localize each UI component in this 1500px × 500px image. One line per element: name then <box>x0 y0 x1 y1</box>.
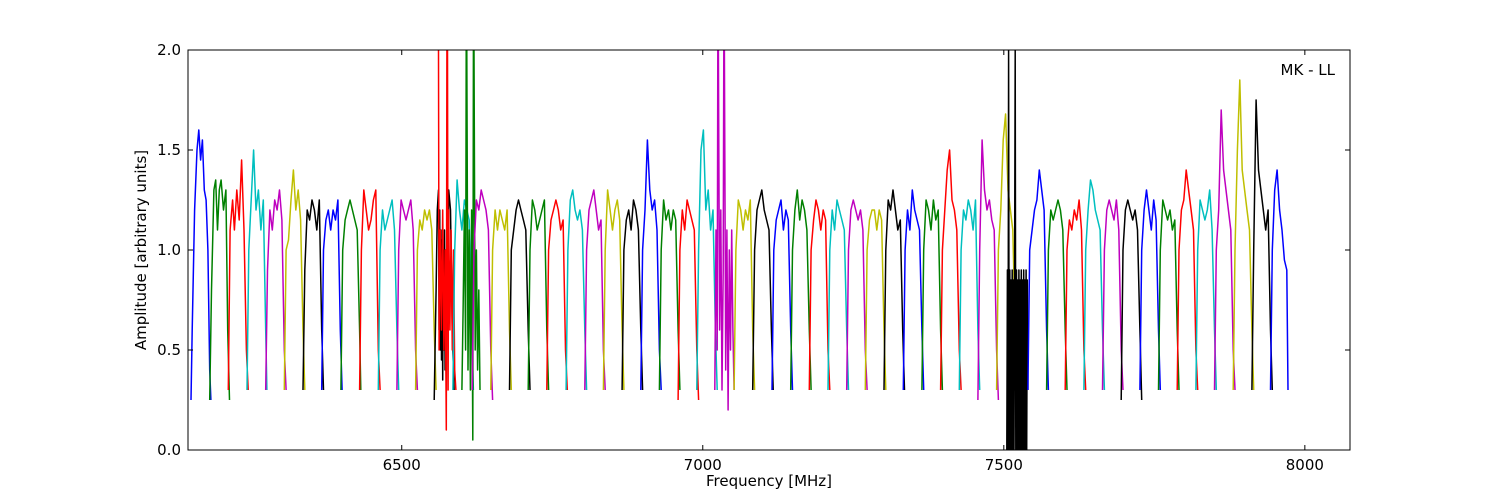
channel-line-42 <box>921 199 944 391</box>
x-tick-label: 7000 <box>684 456 722 474</box>
channel-line-56 <box>1176 169 1199 391</box>
channel-line-38 <box>845 199 868 391</box>
channel-line-61 <box>1269 169 1289 391</box>
channel-line-16 <box>452 179 475 391</box>
channel-line-18 <box>471 189 494 401</box>
x-axis-label: Frequency [MHz] <box>706 472 832 490</box>
spectrum-series <box>190 50 1289 450</box>
channel-line-55 <box>1157 199 1180 391</box>
channel-line-47 <box>1006 50 1029 450</box>
channel-line-10 <box>358 189 381 391</box>
channel-line-49 <box>1045 199 1068 391</box>
channel-line-39 <box>864 209 887 391</box>
channel-line-13 <box>414 209 437 391</box>
channel-line-44 <box>958 199 981 391</box>
channel-line-52 <box>1101 199 1124 391</box>
channel-line-24 <box>584 189 606 391</box>
channel-line-27 <box>640 139 662 391</box>
channel-line-53 <box>1120 199 1143 401</box>
channel-line-21 <box>527 199 550 391</box>
channel-line-22 <box>546 199 569 391</box>
channel-line-34 <box>771 199 794 391</box>
channel-line-54 <box>1139 189 1162 391</box>
channel-line-3 <box>227 159 249 391</box>
channel-line-29 <box>677 199 700 401</box>
channel-line-4 <box>246 149 268 391</box>
channel-line-50 <box>1064 199 1087 391</box>
channel-line-45 <box>977 139 1000 401</box>
channel-line-17 <box>461 50 481 441</box>
channel-line-60 <box>1251 99 1274 391</box>
channel-line-59 <box>1232 79 1255 391</box>
x-tick-label: 8000 <box>1286 456 1324 474</box>
channel-line-32 <box>733 199 756 391</box>
channel-line-43 <box>939 149 962 391</box>
channel-line-19 <box>490 209 513 391</box>
channel-line-1 <box>190 129 212 401</box>
channel-line-7 <box>302 199 325 391</box>
channel-line-25 <box>602 189 625 391</box>
channel-line-37 <box>827 199 850 391</box>
y-tick-label: 0.5 <box>157 341 181 359</box>
channel-line-20 <box>508 199 531 391</box>
y-tick-label: 2.0 <box>157 41 181 59</box>
channel-line-28 <box>658 199 681 391</box>
channel-line-36 <box>808 199 831 391</box>
channel-line-26 <box>621 199 644 391</box>
channel-line-30 <box>696 129 718 391</box>
channel-line-23 <box>565 189 588 391</box>
channel-line-51 <box>1083 179 1106 391</box>
channel-line-8 <box>320 199 343 391</box>
y-tick-label: 0.0 <box>157 441 181 459</box>
channel-line-35 <box>789 189 812 391</box>
channel-line-48 <box>1027 169 1050 391</box>
y-tick-label: 1.5 <box>157 141 181 159</box>
channel-line-40 <box>883 189 906 391</box>
channel-line-58 <box>1213 109 1236 391</box>
channel-line-6 <box>283 169 306 391</box>
x-tick-label: 7500 <box>985 456 1023 474</box>
channel-line-11 <box>377 199 400 391</box>
channel-line-33 <box>751 189 774 391</box>
channel-line-2 <box>208 179 231 401</box>
channel-line-41 <box>902 189 925 391</box>
baseline-annotation: MK - LL <box>1281 61 1336 79</box>
y-axis-label: Amplitude [arbitrary units] <box>132 150 150 350</box>
x-tick-label: 6500 <box>383 456 421 474</box>
channel-line-9 <box>340 199 362 391</box>
channel-line-5 <box>264 189 287 391</box>
axis-ticks: 6500 7000 7500 8000 0.0 0.5 1.0 1.5 2.0 <box>157 41 1350 474</box>
y-tick-label: 1.0 <box>157 241 181 259</box>
channel-line-31 <box>714 50 735 411</box>
channel-line-15 <box>437 50 457 431</box>
channel-line-12 <box>396 199 419 391</box>
channel-line-57 <box>1195 189 1218 391</box>
